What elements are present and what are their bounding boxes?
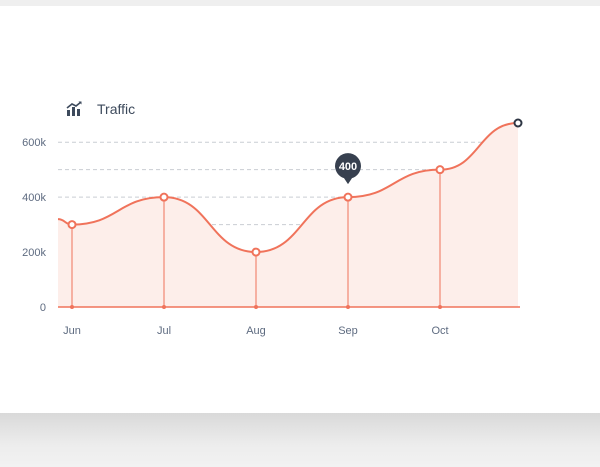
data-point-jun[interactable] bbox=[67, 220, 77, 230]
axis-dot-jul bbox=[162, 305, 166, 309]
drop-lines bbox=[71, 169, 441, 307]
y-tick-labels: 0 200k 400k 600k bbox=[22, 137, 46, 314]
chart-title: Traffic bbox=[97, 101, 136, 117]
y-tick-label: 400k bbox=[22, 192, 46, 204]
x-tick-label: Oct bbox=[431, 325, 448, 337]
tooltip-label: 400 bbox=[339, 161, 357, 173]
tooltip-bubble bbox=[335, 153, 361, 185]
chart-header: Traffic bbox=[66, 96, 135, 122]
top-strip bbox=[0, 0, 600, 6]
data-point-jul[interactable] bbox=[159, 192, 169, 202]
x-tick-label: Aug bbox=[246, 325, 266, 337]
axis-dot-sep bbox=[346, 305, 350, 309]
axis-dot-aug bbox=[254, 305, 258, 309]
y-tick-label: 600k bbox=[22, 137, 46, 149]
axis-dot-oct bbox=[438, 305, 442, 309]
x-tick-labels: Jun Jul Aug Sep Oct bbox=[63, 325, 448, 337]
y-tick-label: 200k bbox=[22, 247, 46, 259]
x-tick-label: Jul bbox=[157, 325, 171, 337]
data-point-sep[interactable] bbox=[343, 192, 353, 202]
bar-chart-trend-icon bbox=[66, 101, 82, 116]
area-fill bbox=[58, 123, 518, 307]
data-points bbox=[67, 118, 523, 309]
data-point-aug[interactable] bbox=[251, 247, 261, 257]
x-tick-label: Sep bbox=[338, 325, 358, 337]
x-tick-label: Jun bbox=[63, 325, 81, 337]
y-tick-label: 0 bbox=[40, 302, 46, 314]
axis-dot-jun bbox=[70, 305, 74, 309]
data-point-end[interactable] bbox=[513, 118, 523, 128]
bottom-shade bbox=[0, 413, 600, 467]
value-tooltip: 400 bbox=[335, 153, 361, 185]
data-point-oct[interactable] bbox=[435, 165, 445, 175]
